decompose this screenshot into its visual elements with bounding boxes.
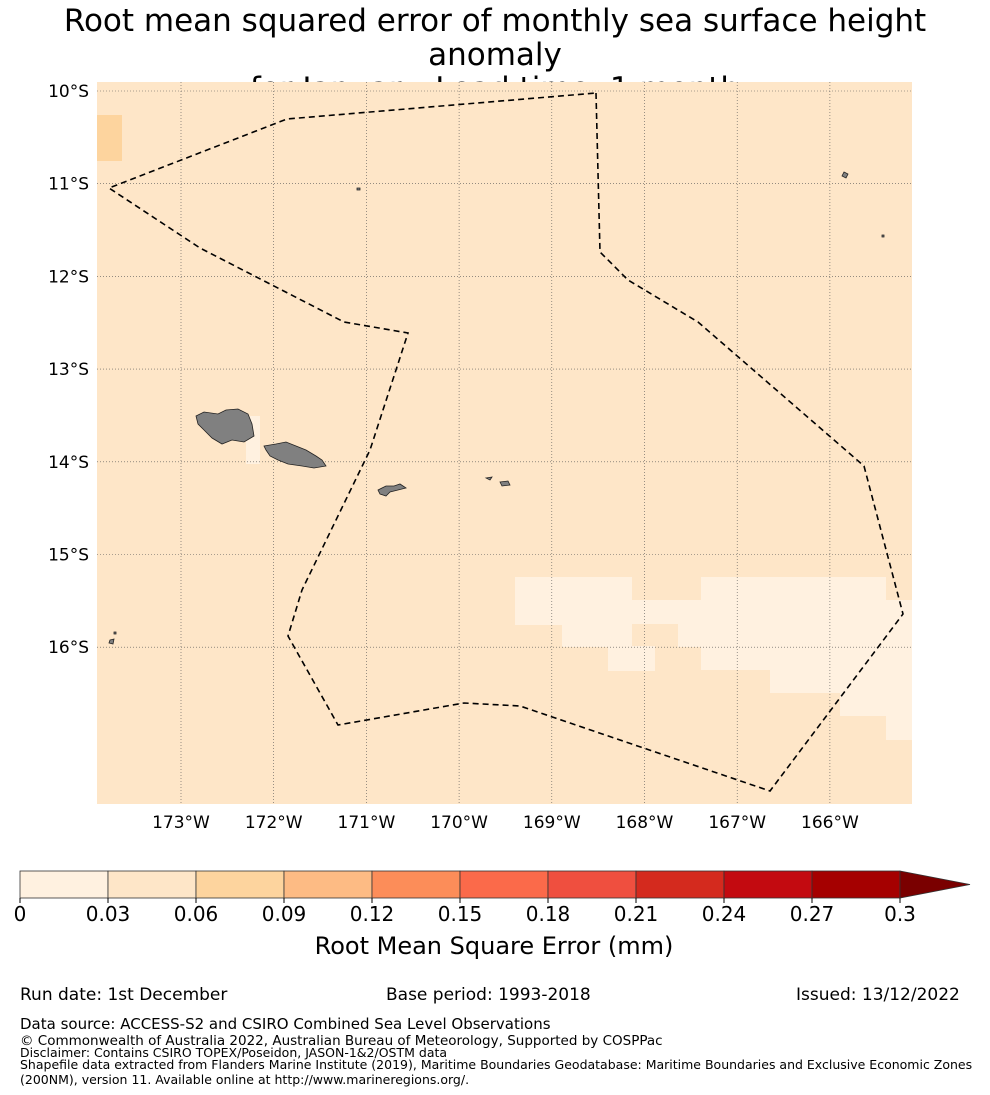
cell-low xyxy=(632,600,702,624)
issued-date: Issued: 13/12/2022 xyxy=(796,985,960,1005)
colorbar-tick-label: 0.09 xyxy=(262,902,307,926)
colorbar-segment xyxy=(283,870,373,899)
colorbar-segment xyxy=(195,870,285,899)
colorbar-tick-label: 0.27 xyxy=(790,902,835,926)
colorbar-segment xyxy=(371,870,461,899)
tutuila-island xyxy=(377,483,407,497)
lon-label: 167°W xyxy=(708,813,766,833)
colorbar-extend-arrow xyxy=(899,870,971,899)
copyright: © Commonwealth of Australia 2022, Austra… xyxy=(20,1033,663,1049)
title-line-1: Root mean squared error of monthly sea s… xyxy=(63,3,927,73)
run-date: Run date: 1st December xyxy=(20,985,228,1005)
cell-low xyxy=(678,624,702,647)
eez-boundary xyxy=(107,92,904,792)
lon-label: 170°W xyxy=(430,813,488,833)
wallis-islet xyxy=(113,631,117,635)
latitude-labels: 10°S 11°S 12°S 13°S 14°S 15°S 16°S xyxy=(48,82,89,658)
lon-label: 172°W xyxy=(245,813,303,833)
colorbar-tick-label: 0.24 xyxy=(702,902,747,926)
longitude-labels: 173°W 172°W 171°W 170°W 169°W 168°W 167°W 166°W xyxy=(152,813,859,833)
cell-low xyxy=(886,716,912,740)
base-period: Base period: 1993-2018 xyxy=(386,985,591,1005)
tau-island xyxy=(499,480,511,487)
lon-label: 171°W xyxy=(338,813,396,833)
colorbar-tick-label: 0.15 xyxy=(438,902,483,926)
shapefile-credit-2: (200NM), version 11. Available online at… xyxy=(20,1072,470,1087)
upolu-island xyxy=(263,441,327,469)
colorbar-tick-label: 0.18 xyxy=(526,902,571,926)
lat-label: 15°S xyxy=(48,546,89,566)
rmse-cells xyxy=(97,115,912,740)
cell-low xyxy=(701,577,912,670)
lat-label: 14°S xyxy=(48,453,89,473)
cell-low xyxy=(770,669,912,693)
map-figure: 10°S11°S12°S13°S14°S15°S16°S 173°W 172°W 1… xyxy=(14,82,971,960)
lat-label: 12°S xyxy=(48,267,89,287)
lon-label: 169°W xyxy=(523,813,581,833)
lat-label: 16°S xyxy=(48,638,89,658)
lon-label: 166°W xyxy=(801,813,859,833)
colorbar-segment xyxy=(547,870,637,899)
swains-island xyxy=(356,187,361,191)
lat-label: 11°S xyxy=(48,175,89,195)
cell-low xyxy=(608,646,655,671)
graticule xyxy=(97,82,912,804)
colorbar-segment xyxy=(19,870,109,899)
colorbar-label: Root Mean Square Error (mm) xyxy=(315,932,674,960)
colorbar-segment xyxy=(811,870,901,899)
colorbar-tick-label: 0.03 xyxy=(86,902,131,926)
colorbar-tick-label: 0.06 xyxy=(174,902,219,926)
savaii-island xyxy=(195,408,255,445)
colorbar: 0 0.03 0.06 0.09 0.12 0.15 0.18 0.21 0.24 0.27 0.3 xyxy=(14,870,971,926)
cell-high xyxy=(97,115,122,161)
lon-label: 173°W xyxy=(152,813,210,833)
lat-label: 13°S xyxy=(48,360,89,380)
shapefile-credit-1: Shapefile data extracted from Flanders M… xyxy=(20,1057,973,1072)
colorbar-segment xyxy=(723,870,813,899)
colorbar-segment xyxy=(459,870,549,899)
lat-label: 10°S xyxy=(48,82,89,102)
map-background xyxy=(97,82,912,804)
colorbar-segment xyxy=(107,870,197,899)
colorbar-tick-label: 0.3 xyxy=(884,902,916,926)
cell-mid xyxy=(886,577,912,600)
wallis-islet xyxy=(108,638,115,645)
colorbar-tick-label: 0 xyxy=(14,902,27,926)
disclaimer: Disclaimer: Contains CSIRO TOPEX/Poseido… xyxy=(20,1045,448,1060)
cell-low xyxy=(515,577,632,625)
rose-atoll xyxy=(841,171,849,179)
small-islet xyxy=(881,234,885,238)
lon-label: 168°W xyxy=(616,813,674,833)
colorbar-tick-label: 0.21 xyxy=(614,902,659,926)
colorbar-tick-label: 0.12 xyxy=(350,902,395,926)
ofu-island xyxy=(484,476,493,481)
cell-low xyxy=(840,692,912,716)
colorbar-segment xyxy=(635,870,725,899)
land-masses xyxy=(108,171,885,645)
cell-low xyxy=(562,624,632,647)
data-source: Data source: ACCESS-S2 and CSIRO Combine… xyxy=(20,1015,551,1033)
